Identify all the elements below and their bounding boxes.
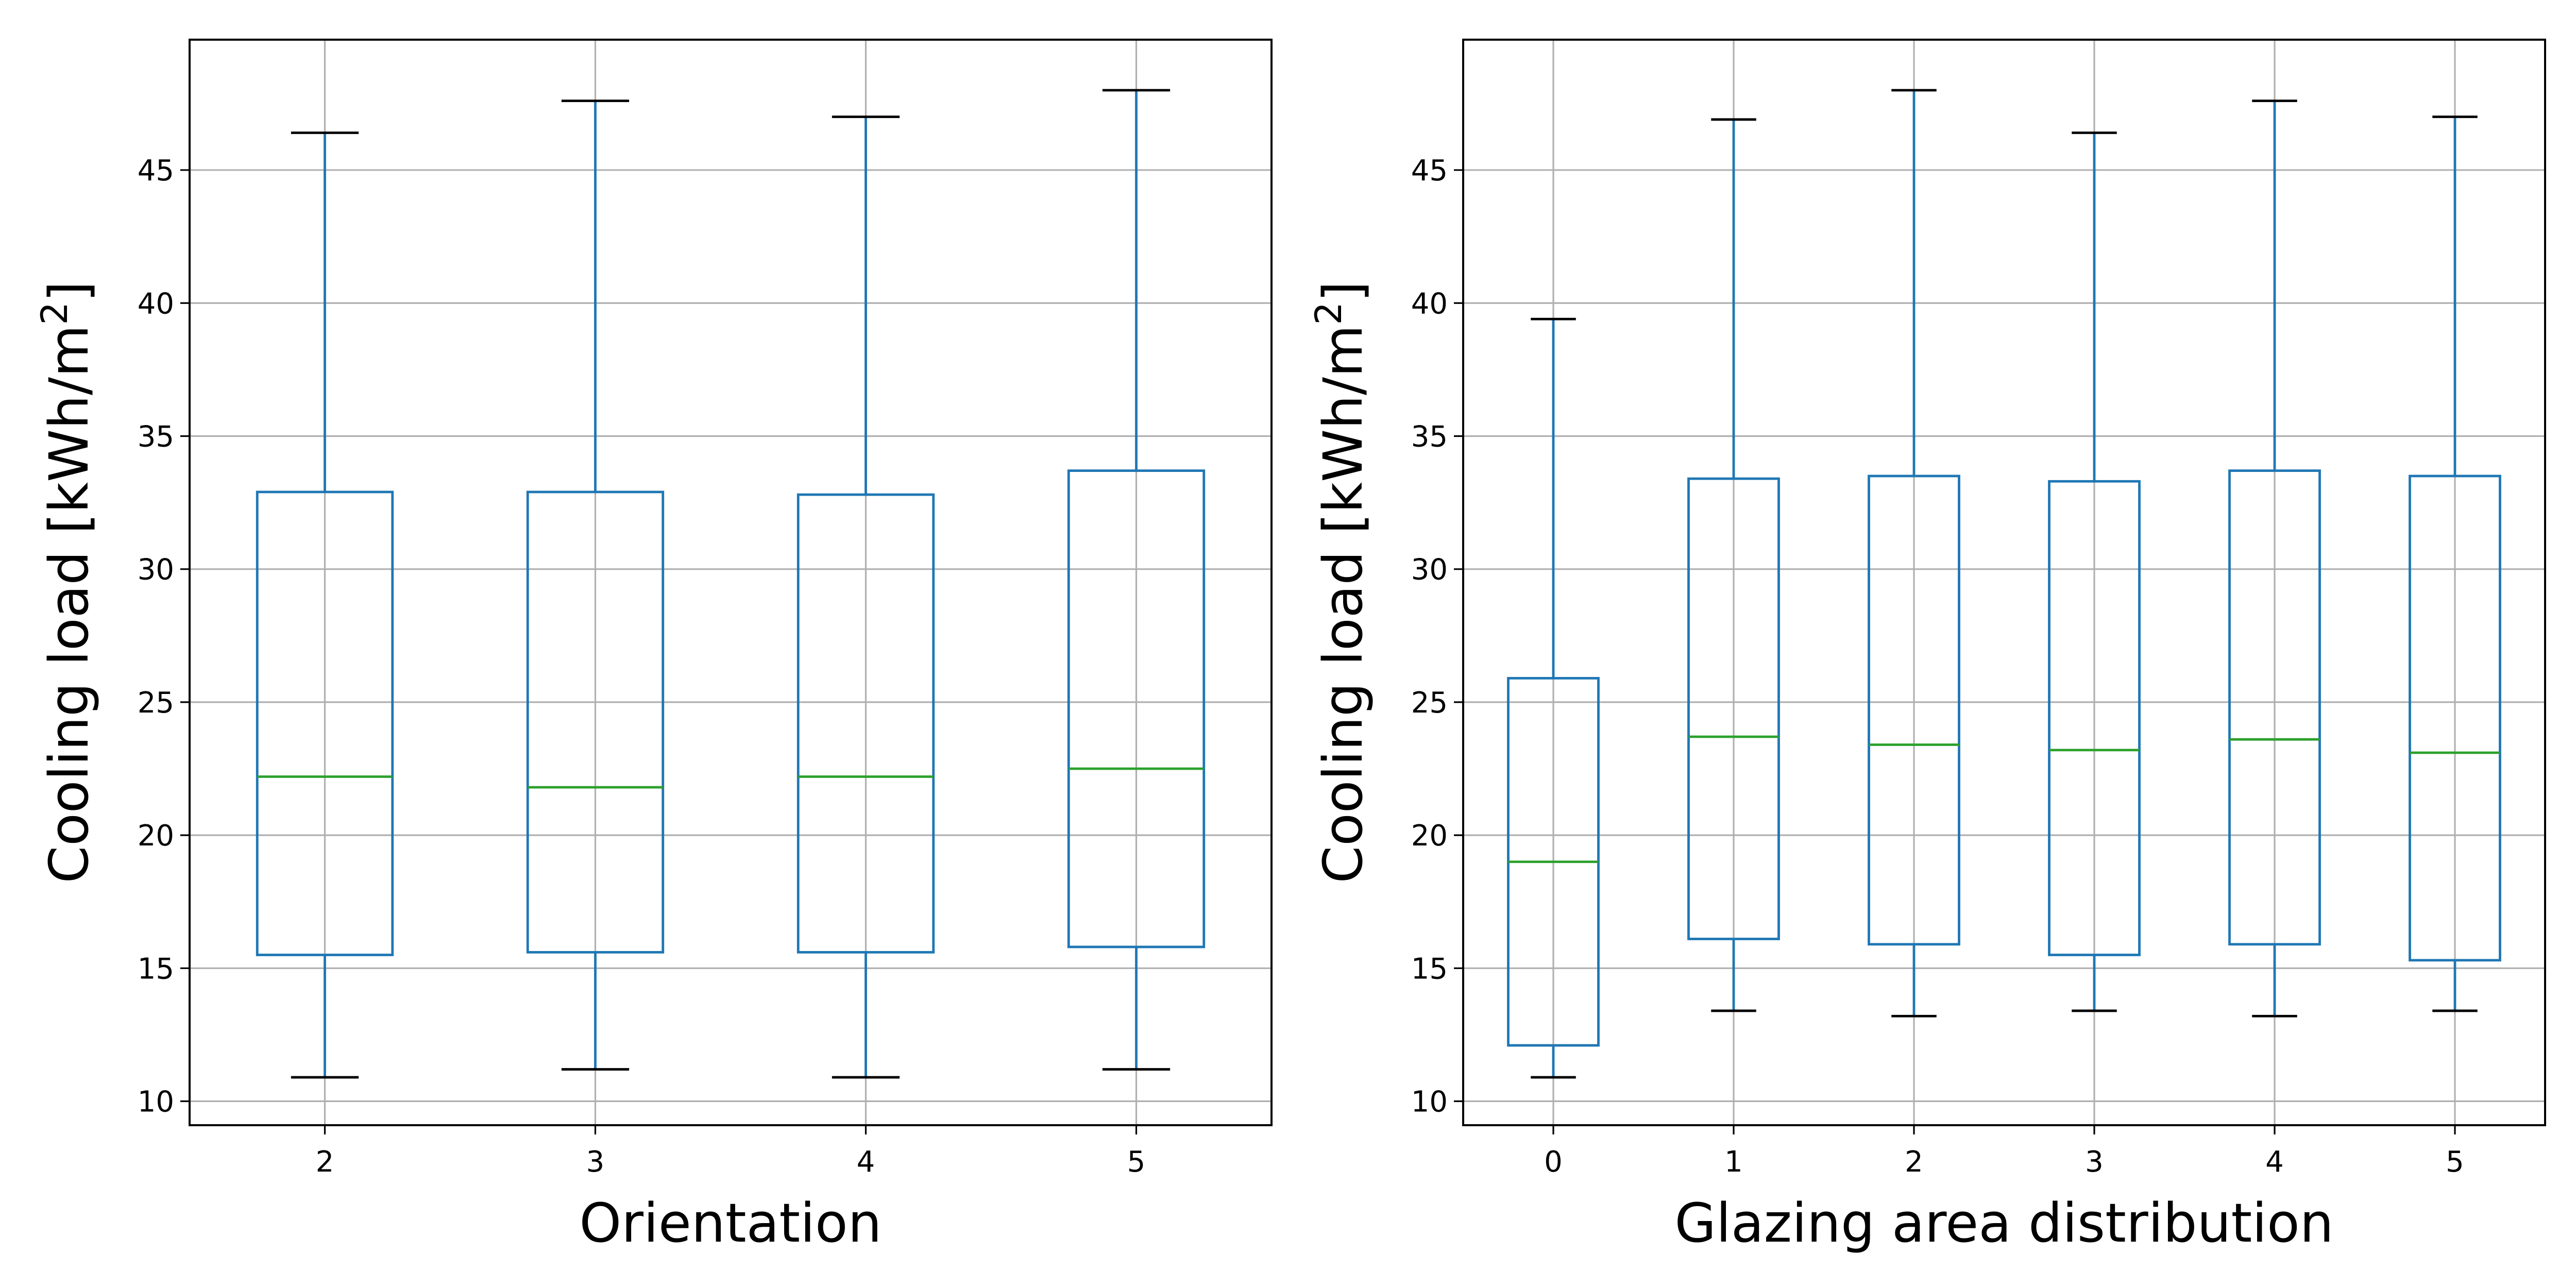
box-5 [2409, 115, 2501, 1012]
box-2 [1868, 89, 1960, 1018]
x-tick-label: 4 [2265, 1145, 2284, 1179]
iqr-box [2228, 469, 2321, 946]
y-tick-label: 10 [1411, 1086, 1448, 1119]
y-axis-label-superscript: 2 [1308, 302, 1350, 325]
y-tick-label: 25 [1411, 686, 1448, 720]
x-tick-label: 0 [1544, 1145, 1563, 1179]
y-tick-label: 45 [1411, 154, 1448, 188]
iqr-box [1868, 474, 1960, 946]
box-marks [256, 89, 1206, 1079]
box-2 [256, 131, 394, 1079]
y-tick-label: 40 [1411, 287, 1448, 320]
y-axis-label: Cooling load [kWh/m2] [1308, 281, 1375, 884]
y-tick-label: 15 [1411, 952, 1448, 986]
plot-frame [189, 39, 1273, 1126]
iqr-box [2048, 480, 2141, 956]
y-tick-label: 10 [138, 1086, 174, 1119]
x-tick-label: 5 [2446, 1145, 2464, 1179]
y-axis-label-close: ] [1312, 281, 1375, 302]
y-tick-label: 45 [138, 154, 174, 188]
box-3 [526, 99, 665, 1071]
box-3 [2048, 131, 2141, 1012]
x-axis-label: Glazing area distribution [1674, 1192, 2333, 1255]
x-tick-label: 5 [1127, 1145, 1146, 1179]
box-5 [1067, 89, 1206, 1071]
box-0 [1507, 317, 1600, 1079]
iqr-box [796, 493, 935, 954]
x-tick-label: 2 [316, 1145, 334, 1179]
y-axis-label: Cooling load [kWh/m2] [33, 281, 100, 884]
y-axis-label-main: Cooling load [kWh/m [38, 325, 100, 884]
iqr-box [1687, 477, 1780, 940]
y-axis-label-superscript: 2 [33, 302, 76, 325]
y-tick-label: 30 [138, 553, 174, 587]
x-tick-label: 3 [586, 1145, 605, 1179]
x-tick-label: 3 [2085, 1145, 2104, 1179]
y-tick-label: 35 [138, 420, 174, 453]
x-tick-label: 1 [1724, 1145, 1743, 1179]
y-tick-label: 40 [138, 287, 174, 320]
y-tick-label: 35 [1411, 420, 1448, 453]
y-axis-label-main: Cooling load [kWh/m [1312, 325, 1375, 884]
y-tick-label: 25 [138, 686, 174, 720]
iqr-box [526, 490, 665, 954]
y-axis-label-close: ] [38, 281, 100, 302]
y-tick-label: 30 [1411, 553, 1448, 587]
y-tick-label: 15 [138, 952, 174, 986]
x-axis-label: Orientation [579, 1192, 882, 1255]
iqr-box [256, 490, 394, 956]
y-tick-label: 20 [1411, 819, 1448, 853]
box-1 [1687, 118, 1780, 1012]
y-tick-label: 20 [138, 819, 174, 853]
box-4 [796, 115, 935, 1079]
box-marks [1507, 89, 2501, 1079]
iqr-box [2409, 474, 2501, 962]
x-tick-label: 4 [857, 1145, 875, 1179]
x-tick-label: 2 [1905, 1145, 1923, 1179]
iqr-box [1067, 469, 1206, 948]
box-4 [2228, 99, 2321, 1018]
plot-frame [1462, 39, 2546, 1126]
